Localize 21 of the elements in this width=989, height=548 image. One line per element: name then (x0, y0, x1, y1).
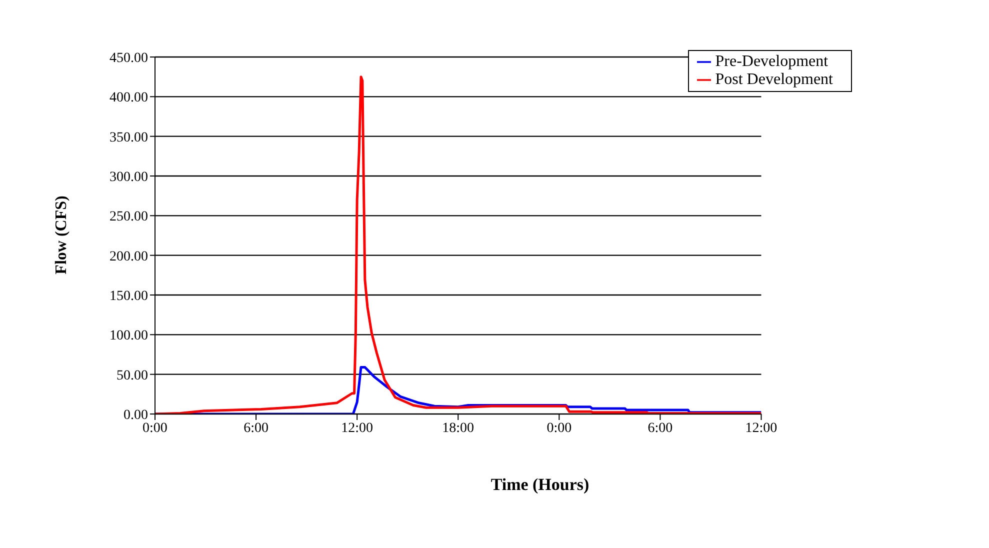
x-tick-label: 12:00 (341, 420, 374, 436)
y-axis-title: Flow (CFS) (53, 196, 71, 274)
x-axis-title: Time (Hours) (490, 475, 590, 495)
x-tick-label: 0:00 (142, 420, 168, 436)
y-tick-label: 200.00 (110, 249, 148, 264)
x-tick-label: 0:00 (546, 420, 572, 436)
y-tick-label: 400.00 (110, 90, 148, 106)
y-tick-label: 150.00 (110, 288, 148, 304)
x-tick-label: 6:00 (244, 420, 268, 436)
x-tick-label: 12:00 (745, 420, 778, 436)
y-tick-label: 100.00 (110, 328, 148, 344)
x-tick-label: 18:00 (442, 420, 474, 436)
y-tick-label: 350.00 (110, 130, 148, 146)
y-tick-label: 50.00 (116, 368, 148, 384)
legend-label: Post Development (715, 71, 833, 88)
legend-label: Pre-Development (715, 53, 828, 70)
y-tick-label: 450.00 (110, 50, 148, 66)
y-tick-label: 300.00 (110, 170, 148, 185)
y-tick-label: 250.00 (110, 210, 148, 225)
y-tick-label: 0.00 (124, 408, 148, 423)
x-tick-label: 6:00 (648, 420, 673, 436)
